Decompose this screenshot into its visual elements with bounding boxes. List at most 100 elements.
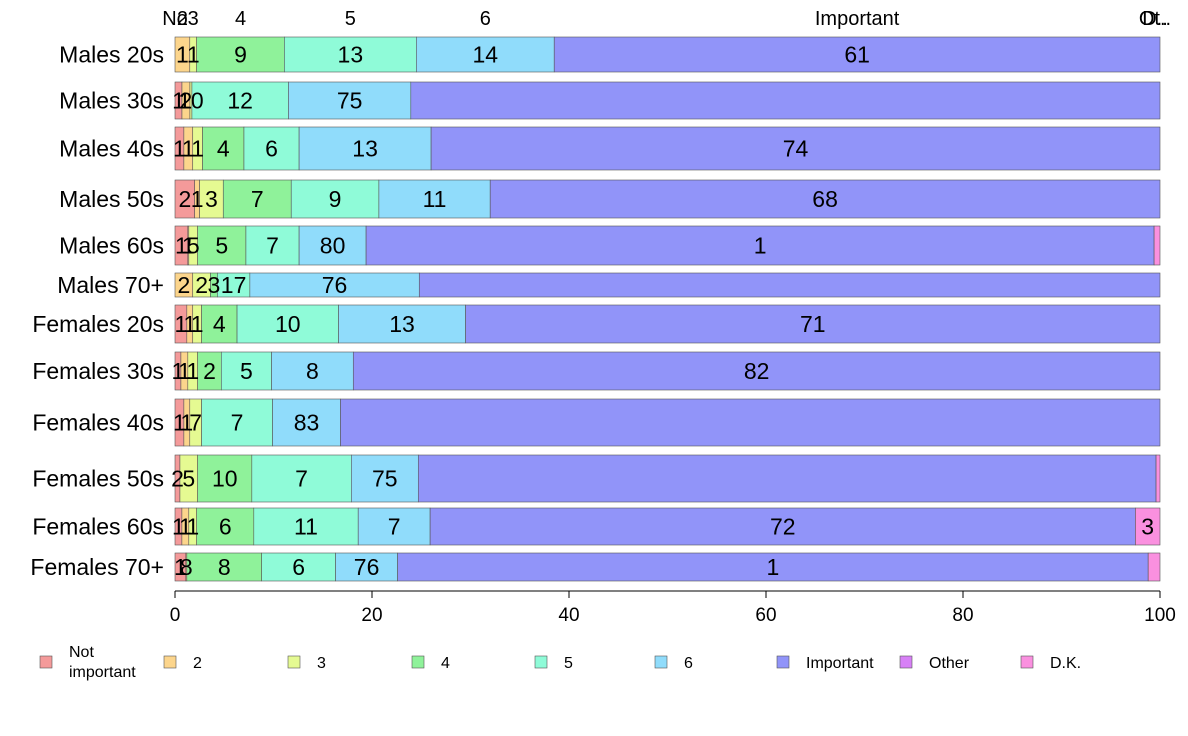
segment-label: 5 [187,233,200,259]
segment-label: 82 [744,358,770,384]
segment-label: 9 [234,42,247,68]
segment-label: 5 [215,233,228,259]
segment-label: 1 [175,311,188,337]
top-category-labels: No2 3 4 5 6 Important Ot..D.. [162,8,1171,30]
row-label: Males 50s [59,186,164,212]
bar-row: Females 50s 25 10 7 75 [32,454,1161,503]
bar-segment [243,126,300,171]
legend-swatch [163,655,177,669]
bar-segment [298,126,432,171]
segment-label: 83 [294,410,320,436]
segment-label: 1 [175,233,188,259]
legend-label: 5 [564,655,573,672]
bar-segment [352,351,1161,391]
legend-item: 4 [411,655,450,672]
segment-label: 1 [178,358,191,384]
bar-segment [251,454,352,503]
legend-item: 3 [287,655,326,672]
bar-row: Females 20s 111 4 10 13 71 [32,304,1161,344]
bar-segment [1155,454,1161,503]
top-label-5: 6 [480,8,491,30]
bar-segment [378,179,491,219]
bar-segment [249,272,420,298]
bar-segment [1147,552,1161,582]
segment-label: 1 [191,136,204,162]
segment-label: 1 [186,514,199,540]
legend-label: 4 [441,655,450,672]
bar-row: Males 20s 11 9 13 14 61 [59,36,1161,73]
bar-segment [553,36,1161,73]
segment-label: 1 [172,88,185,114]
bar-segment [222,179,292,219]
legend-swatch [39,655,53,669]
segment-label: 1 [173,410,186,436]
top-label-2: 3 [188,8,199,30]
bar-row: Females 70+ 18 8 6 76 1 [30,552,1161,582]
bar-segment [365,225,1155,266]
segment-label: 2 [195,272,208,298]
segment-label: 1 [187,42,200,68]
segment-label: 1 [174,554,187,580]
bar-segment [489,179,1161,219]
bar-segment [196,36,285,73]
bar-segment [418,272,1161,298]
bar-segment [253,507,359,546]
segment-label: 6 [219,514,232,540]
legend-item: D.K. [1020,655,1081,672]
segment-label: 3 [1141,514,1154,540]
segment-label: 12 [227,88,253,114]
segment-label: 11 [423,186,447,212]
segment-label: 5 [240,358,253,384]
segment-label: 13 [352,136,378,162]
bar-row: Females 40s 117 7 83 [32,398,1161,447]
segment-label: 74 [783,136,809,162]
bar-segment [220,351,272,391]
bar-segment [202,126,245,171]
segment-label: 1 [173,136,186,162]
segment-label: 7 [231,410,244,436]
legend-swatch [534,655,548,669]
segment-label: 6 [292,554,305,580]
bar-row: Males 50s 2 1 3 7 9 11 68 [59,179,1161,219]
legend-item: 2 [163,655,202,672]
top-label-6: Important [815,8,900,30]
bar-segment [465,304,1161,344]
bar-segment [340,398,1161,447]
x-tick-label: 60 [755,605,776,626]
legend-label: D.K. [1050,655,1081,672]
bar-segment [397,552,1149,582]
segment-label: 2 [180,88,193,114]
bar-row: Males 70+ 2 2 3 17 76 [57,272,1161,298]
bar-segment [288,81,412,120]
segment-label: 71 [800,311,826,337]
bar-segment [1135,507,1161,546]
bar-segment [217,272,251,298]
segment-label: 1 [180,410,193,436]
segment-label: 7 [251,186,264,212]
segment-label: 3 [205,186,218,212]
row-label: Males 70+ [57,272,164,298]
legend-label: 3 [317,655,326,672]
segment-label: 1 [172,514,185,540]
legend-swatch [776,655,790,669]
segment-label: 76 [322,272,348,298]
bar-segment [417,454,1157,503]
segment-label: 1 [183,311,196,337]
row-label: Females 20s [32,311,164,337]
x-axis: 0 20 40 60 80 100 [170,590,1176,626]
bar-segment [430,126,1161,171]
segment-label: 5 [182,466,195,492]
segment-label: 1 [191,186,204,212]
segment-label: 1 [182,136,195,162]
segment-label: 2 [203,358,216,384]
segment-label: 2 [178,186,191,212]
bar-segment [196,507,255,546]
legend-item: 5 [534,655,573,672]
segment-label: 8 [306,358,319,384]
segment-label: 2 [177,272,190,298]
segment-label: 1 [754,233,767,259]
legend-label: Other [929,655,970,672]
bar-segment [186,552,262,582]
